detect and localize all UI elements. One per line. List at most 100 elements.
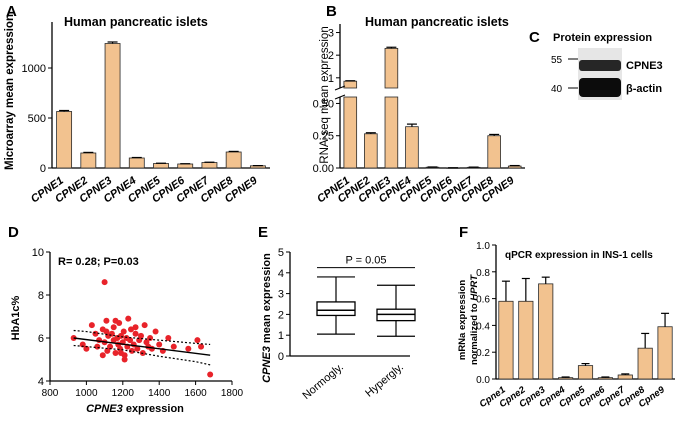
panel-d-ytick-label-6: 6 [38, 333, 44, 345]
panel-label-e: E [258, 224, 268, 241]
panel-e-ytick-label-1: 1 [278, 330, 284, 342]
panel-f-chart: qPCR expression in INS-1 cells mRNa expr… [457, 241, 675, 410]
panel-d-point [170, 343, 177, 350]
panel-e-significance-label: P = 0.05 [345, 255, 386, 267]
panel-b-ytick-label-5: 3 [328, 28, 334, 40]
band-label-cpne3: CPNE3 [626, 60, 663, 72]
panel-d-xlabel: CPNE3 expression [86, 403, 184, 415]
panel-d-point [99, 352, 106, 359]
panel-d-point [103, 317, 110, 324]
panel-d-point [94, 343, 101, 350]
panel-d-point [121, 356, 128, 363]
panel-d-point [125, 315, 132, 322]
panel-c-blot: Protein expression 55 40 CPNE3 β-actin [551, 32, 663, 100]
panel-label-f: F [459, 224, 468, 241]
panel-b-ylabel: RNA-seq mean expression [319, 26, 331, 163]
panel-b-bar-upper-cpne1 [343, 80, 358, 89]
panel-f-ylabel-line2: normalized to HPRT [469, 274, 480, 365]
panel-d-point [132, 330, 139, 337]
panel-d-chart: R= 0.28; P=0.03 HbA1c% CPNE3 expression … [10, 247, 244, 415]
panel-b-bar-lower-cpne1 [343, 96, 358, 169]
panel-e-ytick-label-3: 3 [278, 289, 284, 301]
panel-a-bar-cpne1 [56, 111, 73, 169]
panel-f-ylabel-line1: mRNa expression [457, 280, 468, 360]
panel-a-bar-cpne2 [80, 152, 97, 169]
marker-55-label: 55 [551, 55, 563, 66]
panel-f-bar-cpne6 [597, 377, 613, 380]
panel-b-ytick-label-1: 0.25 [313, 131, 334, 143]
panel-f-ytick-label-5: 1.0 [476, 241, 490, 252]
panel-d-point [96, 337, 103, 344]
panel-f-ylabel-gene: HPRT [469, 274, 480, 301]
panel-f-bar-cpne9 [657, 326, 673, 380]
panel-d-point [107, 343, 114, 350]
panel-d-point [132, 324, 139, 331]
panel-e-xtick-label-2: Hypergly. [363, 361, 406, 400]
panel-d-point [141, 322, 148, 329]
panel-d-point [138, 332, 144, 339]
panel-d-point [156, 341, 163, 348]
panel-d-regression-line [73, 337, 211, 356]
panel-d-point [128, 347, 135, 354]
panel-e-ylabel-gene: CPNE3 [261, 346, 273, 383]
blot-band-actin [579, 78, 621, 97]
panel-d-xtick-label-1600: 1600 [184, 388, 207, 399]
panel-b-chart: Human pancreatic islets RNA-seq mean exp… [313, 15, 525, 206]
panel-e-ylabel: CPNE3 mean expression [261, 253, 273, 383]
panel-label-d: D [8, 224, 19, 241]
panel-d-point [194, 337, 201, 344]
panel-e-ylabel-rest: mean expression [261, 253, 273, 346]
blot-band-cpne3 [579, 60, 621, 71]
panel-d-point [79, 341, 86, 348]
panel-d-point [198, 343, 205, 350]
panel-d-point [185, 345, 192, 352]
panel-f-bar-cpne5 [577, 365, 594, 380]
panel-d-ytick-label-4: 4 [38, 376, 44, 388]
panel-e-chart: CPNE3 mean expression 0 1 2 3 4 5 P = 0.05 Norm… [261, 247, 416, 402]
panel-f-ytick-label-3: 0.6 [476, 295, 490, 306]
panel-b-break-mark-upper [334, 85, 346, 91]
panel-b-bar-cpne2 [364, 133, 378, 169]
panel-b-title: Human pancreatic islets [365, 15, 509, 29]
panel-d-ylabel: HbA1c% [10, 295, 22, 340]
panel-b-ytick-label-0: 0.00 [313, 163, 334, 175]
panel-d-point [120, 328, 127, 335]
marker-40-label: 40 [551, 84, 563, 95]
panel-d-point [112, 350, 119, 357]
panel-f-bar-cpne3 [538, 283, 554, 380]
panel-d-xtick-label-1200: 1200 [112, 388, 135, 399]
panel-d-point [112, 317, 119, 324]
panel-d-xtick-label-1800: 1800 [221, 388, 244, 399]
panel-b-bar-lower-cpne3 [384, 96, 399, 169]
panel-b-bar-upper-cpne3 [384, 47, 399, 89]
panel-a-ytick-label-0: 0 [40, 163, 46, 175]
panel-a-bar-cpne8 [225, 151, 242, 169]
panel-b-ytick-label-3: 1 [328, 73, 334, 85]
panel-a-title: Human pancreatic islets [64, 15, 208, 29]
panel-e-ytick-label-5: 5 [278, 247, 284, 259]
panel-d-xtick-label-800: 800 [42, 388, 59, 399]
panel-e-xtick-label-1: Normogly. [300, 361, 345, 402]
panel-f-title: qPCR expression in INS-1 cells [505, 250, 653, 261]
panel-a-bar-cpne7 [201, 162, 218, 169]
panel-f-ytick-label-2: 0.4 [476, 321, 490, 332]
panel-label-b: B [326, 3, 337, 20]
panel-d-point [101, 279, 108, 286]
panel-a-bar-cpne3 [104, 43, 121, 169]
panel-label-a: A [6, 3, 17, 20]
panel-a-ytick-label-1000: 1000 [22, 63, 46, 75]
panel-a-bar-cpne5 [153, 163, 169, 169]
panel-c-title: Protein expression [553, 32, 652, 44]
panel-f-ytick-label-4: 0.8 [476, 268, 490, 279]
panel-b-bar-cpne9 [507, 165, 522, 169]
panel-d-point [127, 337, 134, 344]
panel-d-point [127, 326, 134, 333]
panel-a-chart: Human pancreatic islets Microarray mean … [4, 14, 270, 206]
panel-a-bar-cpne6 [177, 163, 194, 169]
panel-d-ci-lower [73, 344, 211, 366]
panel-d-point [152, 328, 159, 335]
panel-d-point [165, 335, 172, 341]
panel-f-ytick-label-0: 0.0 [476, 375, 490, 386]
panel-b-ytick-label-2: 0.50 [313, 98, 334, 110]
